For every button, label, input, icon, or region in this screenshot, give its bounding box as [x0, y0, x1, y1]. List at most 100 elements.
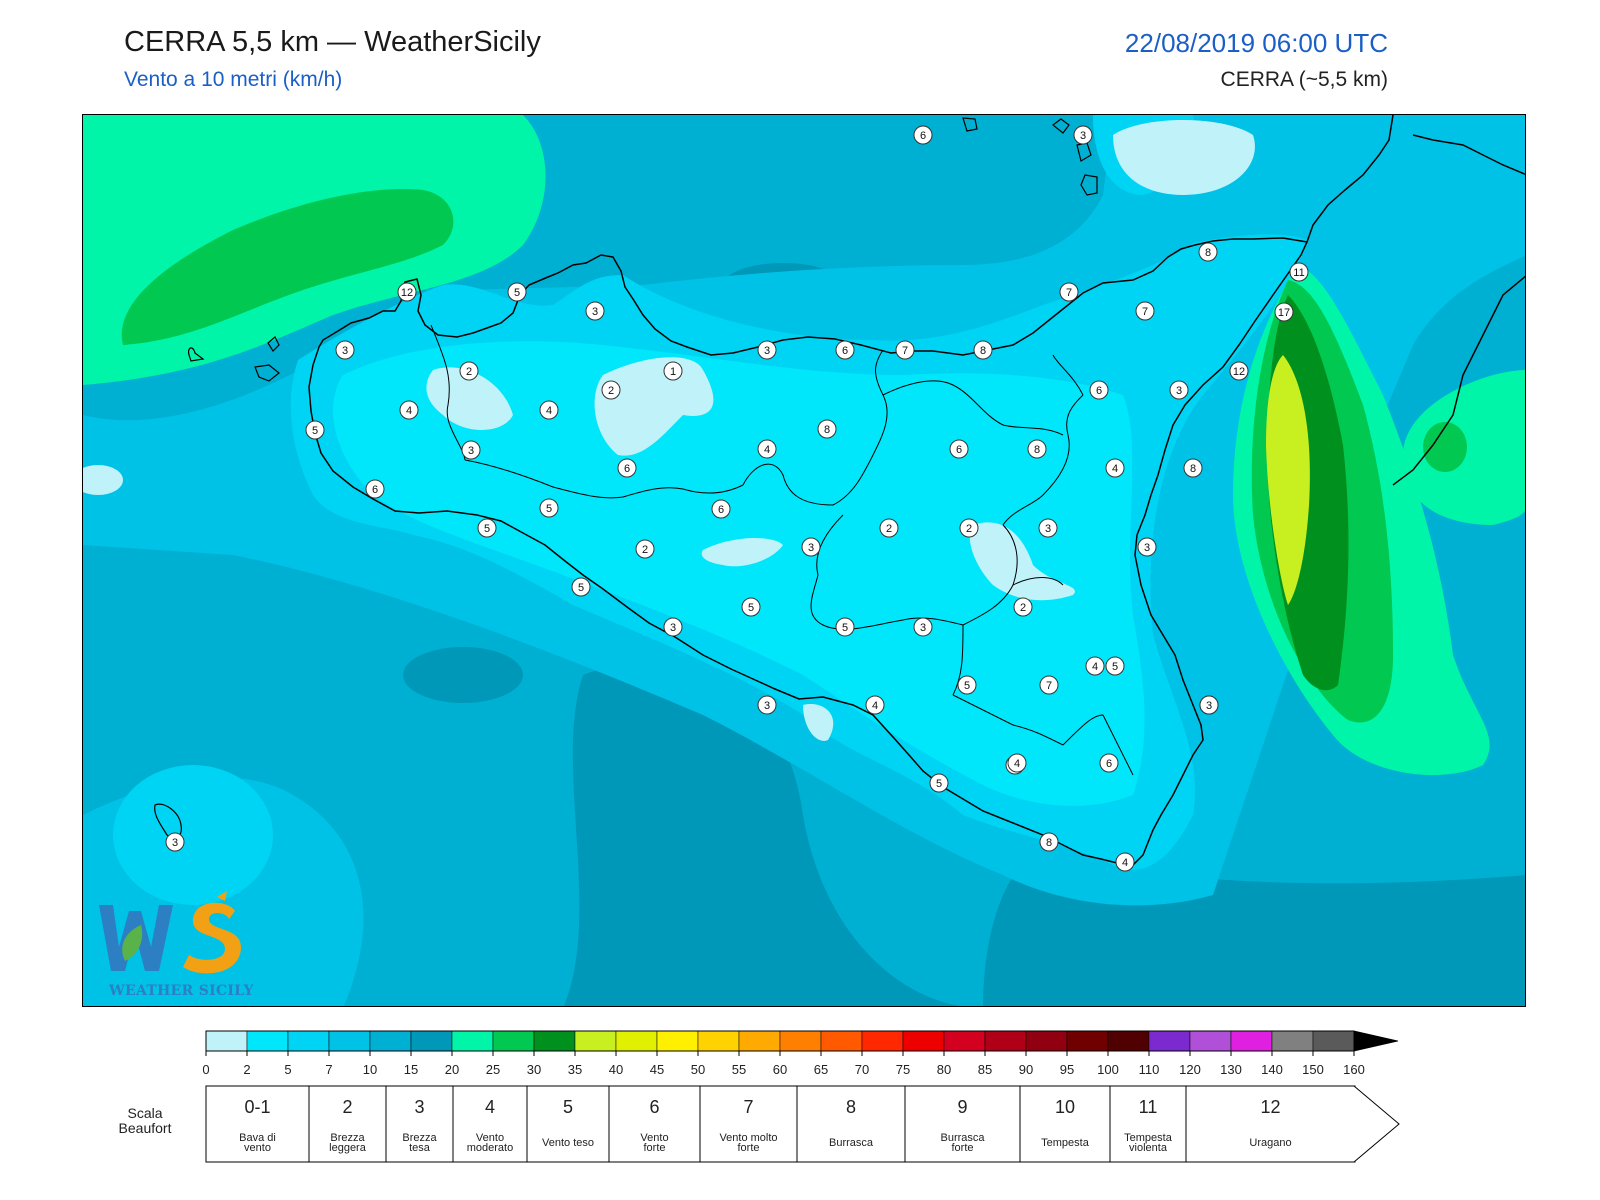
station-value: 5	[936, 778, 942, 790]
wind-zone-calm	[1113, 120, 1255, 195]
station-marker[interactable]	[459, 361, 479, 381]
wind-zone-yellow-green	[1266, 355, 1310, 605]
station-marker[interactable]	[817, 419, 837, 439]
beaufort-number: 4	[485, 1097, 495, 1117]
station-marker[interactable]	[1199, 695, 1219, 715]
colorbar-tick-label: 95	[1060, 1062, 1074, 1077]
station-marker[interactable]	[305, 420, 325, 440]
station-marker[interactable]	[757, 340, 777, 360]
colorbar-segment	[779, 1030, 822, 1052]
station-marker[interactable]	[1229, 361, 1249, 381]
station-marker[interactable]	[461, 440, 481, 460]
station-marker[interactable]	[335, 340, 355, 360]
colorbar-segment	[1189, 1030, 1232, 1052]
station-marker[interactable]	[1039, 832, 1059, 852]
station-value: 3	[764, 700, 770, 712]
station-marker[interactable]	[663, 617, 683, 637]
station-value: 2	[1020, 602, 1026, 614]
beaufort-name: Brezza	[402, 1132, 437, 1144]
station-marker[interactable]	[477, 518, 497, 538]
station-value: 12	[1233, 366, 1245, 378]
station-marker[interactable]	[1027, 439, 1047, 459]
wind-zone-calm	[426, 367, 513, 430]
colorbar-tick-label: 10	[363, 1062, 377, 1077]
station-marker[interactable]	[1274, 302, 1294, 322]
station-marker[interactable]	[1039, 675, 1059, 695]
beaufort-name: tesa	[409, 1142, 431, 1154]
station-marker[interactable]	[1198, 242, 1218, 262]
station-marker[interactable]	[1105, 656, 1125, 676]
station-marker[interactable]	[865, 695, 885, 715]
station-marker[interactable]	[711, 499, 731, 519]
station-marker[interactable]	[635, 539, 655, 559]
colorbar-segment	[615, 1030, 658, 1052]
station-marker[interactable]	[973, 340, 993, 360]
station-marker[interactable]	[1115, 852, 1135, 872]
station-marker[interactable]	[757, 695, 777, 715]
wind-map[interactable]: 6 3 8 11 17 12 5 3 7 7 3 6 7 8 3 2 1 2 4 4 5 3 6 8 12 6 3 4 6 6 8 4 8 3 6 5…	[82, 114, 1526, 1007]
colorbar-tick-label: 25	[486, 1062, 500, 1077]
station-marker[interactable]	[601, 380, 621, 400]
station-marker[interactable]	[585, 301, 605, 321]
station-marker[interactable]	[365, 479, 385, 499]
station-value: 5	[578, 582, 584, 594]
station-marker[interactable]	[1289, 262, 1309, 282]
station-marker[interactable]	[835, 340, 855, 360]
beaufort-name: forte	[951, 1142, 973, 1154]
station-marker[interactable]	[1105, 458, 1125, 478]
station-marker[interactable]	[957, 675, 977, 695]
station-marker[interactable]	[1059, 282, 1079, 302]
station-marker[interactable]	[399, 400, 419, 420]
station-marker[interactable]	[1038, 518, 1058, 538]
station-value: 1	[670, 366, 676, 378]
station-marker[interactable]	[949, 439, 969, 459]
station-marker[interactable]	[1073, 125, 1093, 145]
station-marker[interactable]	[913, 125, 933, 145]
station-marker[interactable]	[1135, 301, 1155, 321]
colorbar-tick-label: 90	[1019, 1062, 1033, 1077]
station-marker[interactable]	[913, 617, 933, 637]
station-value: 5	[312, 425, 318, 437]
beaufort-number: 2	[342, 1097, 352, 1117]
station-marker[interactable]	[757, 439, 777, 459]
beaufort-name: leggera	[329, 1142, 367, 1154]
colorbar-segment	[820, 1030, 863, 1052]
station-marker[interactable]	[539, 498, 559, 518]
beaufort-name: vento	[244, 1142, 271, 1154]
station-value: 3	[764, 345, 770, 357]
station-marker[interactable]	[1137, 537, 1157, 557]
station-marker[interactable]	[1099, 753, 1119, 773]
station-marker[interactable]	[1169, 380, 1189, 400]
station-marker[interactable]	[835, 617, 855, 637]
station-marker[interactable]	[1183, 458, 1203, 478]
station-marker[interactable]	[879, 518, 899, 538]
station-marker[interactable]	[1007, 753, 1027, 773]
station-marker[interactable]	[959, 518, 979, 538]
station-marker[interactable]	[663, 361, 683, 381]
station-value: 2	[466, 366, 472, 378]
beaufort-number: 3	[414, 1097, 424, 1117]
beaufort-cell	[1019, 1085, 1111, 1163]
beaufort-name: forte	[643, 1142, 665, 1154]
station-value: 8	[1205, 247, 1211, 259]
station-marker[interactable]	[165, 832, 185, 852]
logo-wordmark: WEATHER SICILY	[109, 983, 254, 999]
station-marker[interactable]	[507, 282, 527, 302]
station-marker[interactable]	[1085, 656, 1105, 676]
station-marker[interactable]	[1013, 597, 1033, 617]
colorbar-tick-label: 160	[1343, 1062, 1365, 1077]
station-marker[interactable]	[929, 773, 949, 793]
station-marker[interactable]	[741, 597, 761, 617]
station-marker[interactable]	[617, 458, 637, 478]
station-value: 8	[824, 424, 830, 436]
station-marker[interactable]	[895, 340, 915, 360]
station-marker[interactable]	[571, 577, 591, 597]
station-marker[interactable]	[397, 282, 417, 302]
colorbar-tick-label: 35	[568, 1062, 582, 1077]
station-value: 4	[1122, 857, 1128, 869]
station-marker[interactable]	[801, 537, 821, 557]
sicily-coastline	[308, 237, 1309, 868]
station-marker[interactable]	[539, 400, 559, 420]
beaufort-cell	[205, 1085, 310, 1163]
station-marker[interactable]	[1089, 380, 1109, 400]
